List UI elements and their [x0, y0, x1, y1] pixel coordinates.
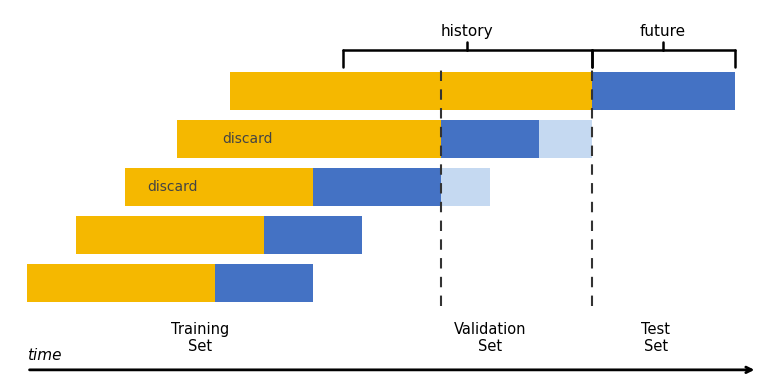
Text: discard: discard [147, 180, 198, 194]
Bar [215, 264, 313, 302]
Bar [177, 120, 505, 158]
Bar [230, 72, 592, 110]
Text: Validation
Set: Validation Set [454, 322, 526, 354]
Text: Training
Set: Training Set [171, 322, 229, 354]
Bar [27, 264, 252, 302]
Bar [125, 168, 441, 206]
Text: history: history [441, 24, 494, 39]
Text: future: future [640, 24, 686, 39]
Bar [76, 216, 302, 254]
Bar [388, 168, 490, 206]
Text: discard: discard [223, 132, 273, 146]
Bar [441, 120, 592, 158]
Bar [592, 72, 735, 110]
Bar [441, 120, 539, 158]
Bar [125, 168, 358, 206]
Text: Test
Set: Test Set [641, 322, 670, 354]
Bar [313, 168, 441, 206]
Bar [177, 120, 441, 158]
Bar [264, 216, 362, 254]
Text: time: time [27, 349, 61, 364]
